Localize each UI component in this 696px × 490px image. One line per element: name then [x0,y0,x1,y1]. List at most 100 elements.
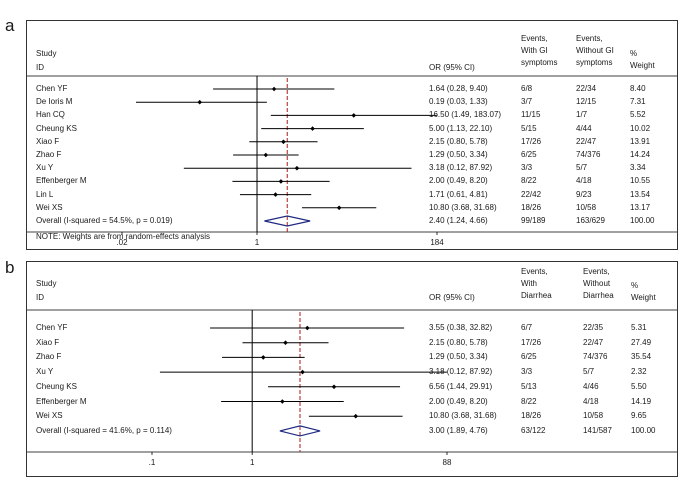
header-events-with: With GI [521,46,548,55]
point-estimate [280,399,285,404]
axis-tick-label: 184 [430,238,444,247]
study-events-with: 5/15 [521,123,537,133]
overall-events-without: 163/629 [576,216,605,225]
study-or-ci: 1.64 (0.28, 9.40) [429,84,488,93]
header-events-without: Without GI [576,46,614,55]
point-estimate [278,179,284,184]
study-events-without: 1/7 [576,110,588,120]
study-or-ci: 16.50 (1.49, 183.07) [429,110,502,120]
study-events-without: 4/46 [583,381,599,391]
study-name: Cheung KS [36,381,77,391]
study-weight: 9.65 [631,411,647,421]
study-events-with: 18/26 [521,411,542,421]
overall-diamond [279,425,321,437]
point-estimate [351,113,357,118]
study-events-with: 8/22 [521,396,537,406]
study-or-ci: 0.19 (0.03, 1.33) [429,97,488,107]
overall-or-ci: 3.00 (1.89, 4.76) [429,425,488,435]
study-events-without: 22/47 [583,337,604,347]
header-events-with: Events, [521,267,548,276]
study-or-ci: 3.18 (0.12, 87.92) [429,367,493,377]
study-events-without: 22/47 [576,136,597,146]
forest-svg-a [27,75,677,235]
study-name: Zhao F [36,352,62,362]
point-estimate [294,165,300,171]
study-events-without: 10/58 [576,202,597,212]
point-estimate [271,86,277,92]
study-or-ci: 10.80 (3.68, 31.68) [429,411,497,421]
study-events-with: 5/13 [521,381,537,391]
study-name: Xiao F [36,337,60,347]
study-events-with: 3/7 [521,97,533,107]
study-events-without: 4/18 [583,396,599,406]
study-weight: 8.40 [630,84,646,93]
axis-tick-label: .02 [116,238,128,247]
header-or: OR (95% CI) [429,63,475,72]
study-weight: 13.91 [630,136,651,146]
header-events-with: Diarrhea [521,291,552,300]
study-or-ci: 3.55 (0.38, 32.82) [429,323,493,332]
study-name: Zhao F [36,150,62,159]
point-estimate [260,355,266,360]
study-events-with: 8/22 [521,176,537,186]
point-estimate [305,325,310,331]
study-or-ci: 1.29 (0.50, 3.34) [429,352,488,362]
study-name: De Ioris M [36,97,73,107]
overall-label: Overall (I-squared = 41.6%, p = 0.114) [36,425,172,435]
study-name: Wei XS [36,202,63,212]
study-or-ci: 6.56 (1.44, 29.91) [429,381,493,391]
axis-tick-label: .1 [148,458,156,467]
study-weight: 3.34 [630,163,646,173]
weights-note: NOTE: Weights are from random-effects an… [36,232,210,241]
point-estimate [331,384,337,390]
study-events-with: 17/26 [521,337,542,347]
study-weight: 2.32 [631,367,647,377]
header-study: Study [36,279,57,288]
overall-weight: 100.00 [631,425,656,435]
study-or-ci: 10.80 (3.68, 31.68) [429,202,497,212]
point-estimate [300,369,305,375]
study-events-without: 22/35 [583,323,604,332]
study-or-ci: 5.00 (1.13, 22.10) [429,123,493,133]
study-or-ci: 2.00 (0.49, 8.20) [429,396,488,406]
panel-label-a: a [5,16,15,35]
study-or-ci: 2.15 (0.80, 5.78) [429,136,488,146]
study-or-ci: 1.71 (0.61, 4.81) [429,189,488,199]
header-events-without: Events, [576,34,603,43]
study-weight: 5.50 [631,381,647,391]
header-events-with: Events, [521,34,548,43]
point-estimate [281,139,286,145]
header-events-with: With [521,279,537,288]
study-weight: 10.55 [630,176,651,186]
header-or: OR (95% CI) [429,293,475,302]
study-events-with: 6/25 [521,352,537,362]
overall-events-with: 99/189 [521,216,546,225]
study-events-with: 6/7 [521,323,533,332]
header-weight: % [631,281,639,290]
study-events-without: 4/44 [576,123,592,133]
study-weight: 10.02 [630,123,651,133]
panel-label-b: b [5,258,15,277]
study-name: Effenberger M [36,396,87,406]
study-weight: 27.49 [631,337,652,347]
axis-tick-label: 1 [254,238,260,247]
header-weight: Weight [630,61,655,70]
header-study: Study [36,49,57,58]
axis-tick-label: 88 [442,458,452,467]
study-name: Xiao F [36,136,60,146]
study-weight: 13.17 [630,202,651,212]
header-events-without: Without [583,279,611,288]
header-weight: % [630,49,638,58]
study-events-with: 6/8 [521,84,533,93]
header-events-with: symptoms [521,58,558,67]
study-events-without: 5/7 [576,163,588,173]
header-events-without: symptoms [576,58,613,67]
study-events-with: 18/26 [521,202,542,212]
study-events-with: 6/25 [521,150,537,159]
point-estimate [336,205,342,211]
header-id: ID [36,63,44,72]
study-events-with: 11/15 [521,110,541,120]
study-events-with: 22/42 [521,189,542,199]
header-events-without: Diarrhea [583,291,614,300]
study-name: Effenberger M [36,176,87,186]
